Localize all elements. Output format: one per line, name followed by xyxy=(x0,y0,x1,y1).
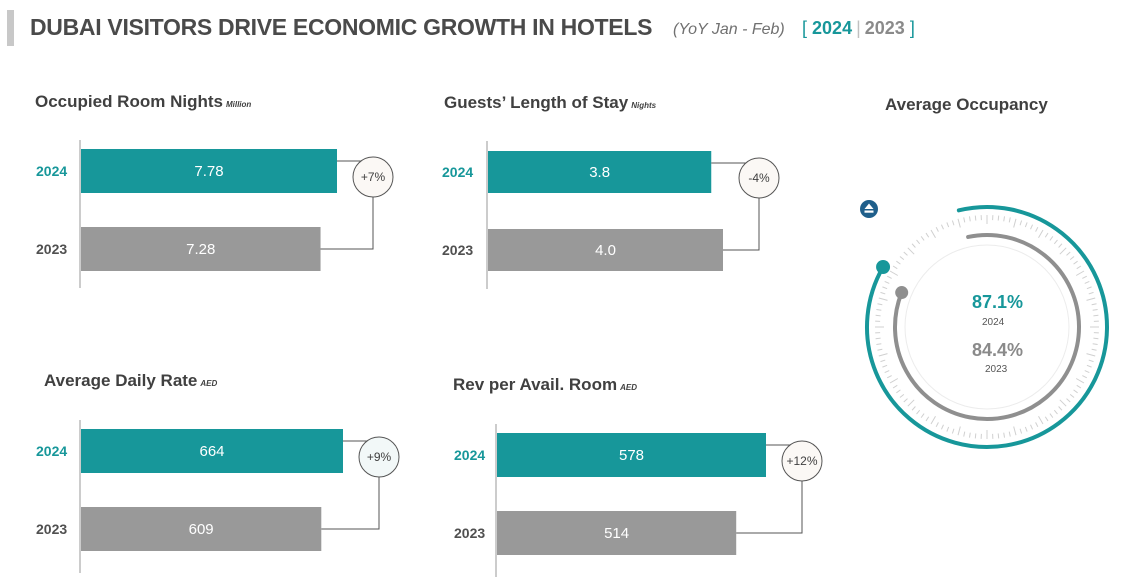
change-badge-label: +9% xyxy=(367,450,392,464)
panel-unit: Million xyxy=(226,100,251,109)
gauge-value-2023: 84.4% xyxy=(972,340,1023,361)
gauge-value-2024: 87.1% xyxy=(972,292,1023,313)
year-2023-toggle[interactable]: 2023 xyxy=(865,18,905,38)
bar-value-label-2024: 664 xyxy=(199,443,224,460)
gauge-tick xyxy=(975,216,976,221)
category-label-2024: 2024 xyxy=(442,164,473,180)
bar-chart-length-of-stay: 2024 3.8 2023 4.0 -4% xyxy=(420,141,840,291)
change-badge-label: +7% xyxy=(361,170,386,184)
gauge-marker-2024 xyxy=(876,260,890,274)
panel-title-text: Occupied Room Nights xyxy=(35,92,223,111)
bar-chart-adr: 2024 664 2023 609 +9% xyxy=(0,420,420,575)
page-subtitle: (YoY Jan - Feb) xyxy=(673,21,785,39)
panel-title-text: Guests’ Length of Stay xyxy=(444,93,628,112)
occupancy-gauge: 87.1% 2024 84.4% 2023 xyxy=(860,200,1120,460)
bar-value-label-2024: 3.8 xyxy=(589,164,610,181)
bar-value-label-2024: 578 xyxy=(619,447,644,464)
bar-chart-svg: 2024 7.78 2023 7.28 +7% xyxy=(0,140,420,290)
header-accent-bar xyxy=(7,10,14,46)
bar-value-label-2023: 514 xyxy=(604,525,629,542)
panel-unit: AED xyxy=(620,383,637,392)
panel-unit: Nights xyxy=(631,101,656,110)
bar-value-label-2023: 7.28 xyxy=(186,241,215,258)
bracket-open: [ xyxy=(802,18,807,38)
panel-unit: AED xyxy=(200,379,217,388)
gauge-tick xyxy=(1093,338,1098,339)
category-label-2023: 2023 xyxy=(36,521,67,537)
bar-value-label-2024: 7.78 xyxy=(194,163,223,180)
change-badge-label: -4% xyxy=(748,171,770,185)
category-label-2024: 2024 xyxy=(36,443,67,459)
category-label-2024: 2024 xyxy=(36,163,67,179)
gauge-title: Average Occupancy xyxy=(885,95,1048,115)
gauge-marker-2023 xyxy=(895,286,908,299)
gauge-tick xyxy=(998,216,999,221)
gauge-label-2023: 2023 xyxy=(985,364,1007,375)
year-separator: | xyxy=(856,18,861,38)
year-toggle: [ 2024|2023 ] xyxy=(802,18,915,39)
panel-title-text: Average Daily Rate xyxy=(44,371,197,390)
gauge-tick xyxy=(1093,315,1098,316)
bar-chart-svg: 2024 3.8 2023 4.0 -4% xyxy=(420,141,840,291)
gauge-label-2024: 2024 xyxy=(982,317,1004,328)
category-label-2023: 2023 xyxy=(454,525,485,541)
panel-title-text: Rev per Avail. Room xyxy=(453,375,617,394)
bar-value-label-2023: 609 xyxy=(189,521,214,538)
gauge-tick xyxy=(975,433,976,438)
page-title: DUBAI VISITORS DRIVE ECONOMIC GROWTH IN … xyxy=(30,14,652,41)
gauge-tick xyxy=(876,338,881,339)
change-badge-label: +12% xyxy=(786,454,817,468)
gauge-svg xyxy=(860,200,1120,460)
up-arrow-icon xyxy=(860,200,878,218)
bar-chart-revpar: 2024 578 2023 514 +12% xyxy=(420,424,840,579)
bar-chart-svg: 2024 578 2023 514 +12% xyxy=(420,424,840,579)
bracket-close: ] xyxy=(910,18,915,38)
category-label-2023: 2023 xyxy=(36,241,67,257)
year-2024-toggle[interactable]: 2024 xyxy=(812,18,852,38)
bar-chart-room-nights: 2024 7.78 2023 7.28 +7% xyxy=(0,140,420,290)
category-label-2023: 2023 xyxy=(442,242,473,258)
bar-value-label-2023: 4.0 xyxy=(595,242,616,259)
bar-chart-svg: 2024 664 2023 609 +9% xyxy=(0,420,420,575)
category-label-2024: 2024 xyxy=(454,447,485,463)
gauge-tick xyxy=(998,433,999,438)
gauge-tick xyxy=(876,315,881,316)
